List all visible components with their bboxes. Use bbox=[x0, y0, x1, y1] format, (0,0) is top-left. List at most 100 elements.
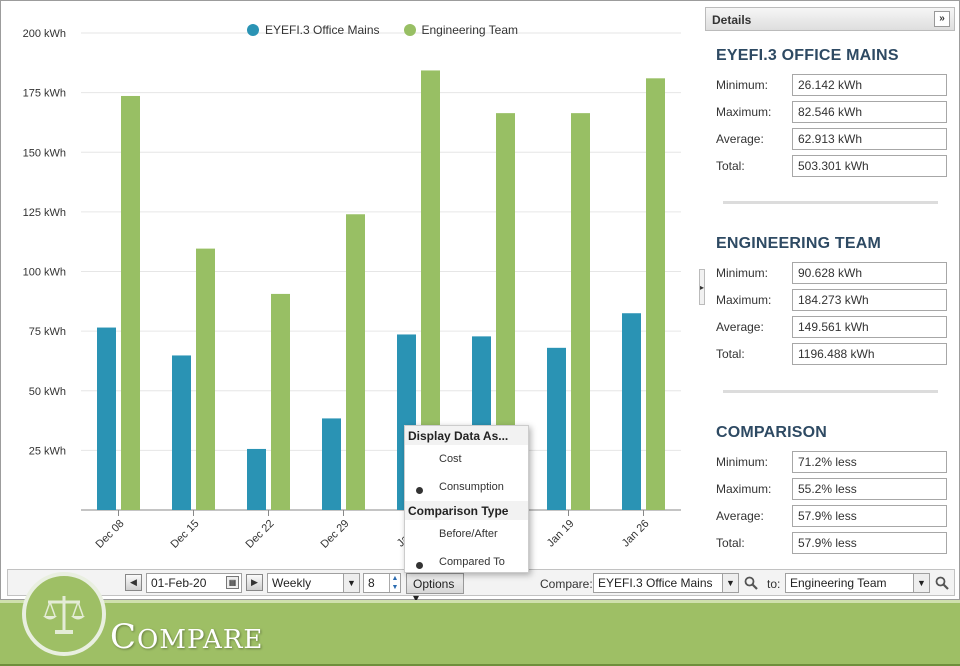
bar-engineering bbox=[646, 78, 665, 510]
menu-item-consumption[interactable]: Consumption bbox=[405, 473, 528, 501]
chevron-down-icon: ▼ bbox=[913, 574, 929, 592]
bar-office-mains bbox=[247, 448, 266, 510]
legend-label: EYEFI.3 Office Mains bbox=[265, 23, 380, 37]
y-tick-label: 50 kWh bbox=[29, 386, 66, 398]
stat-value-field[interactable]: 71.2% less bbox=[792, 450, 947, 473]
banner-title-rest: OMPARE bbox=[137, 625, 264, 655]
caret-right-icon: ▸ bbox=[700, 282, 705, 292]
section-title: EYEFI.3 OFFICE MAINS bbox=[716, 47, 899, 64]
calendar-icon[interactable]: ▦ bbox=[226, 576, 239, 589]
count-value: 8 bbox=[368, 576, 375, 590]
details-header: Details » bbox=[705, 7, 955, 31]
bar-office-mains bbox=[172, 355, 191, 510]
bar-office-mains bbox=[322, 418, 341, 510]
x-tick-label: Jan 26 bbox=[620, 518, 652, 550]
date-field[interactable]: 01-Feb-20 ▦ bbox=[146, 573, 242, 593]
selected-dot-icon bbox=[416, 487, 423, 494]
stat-row-average: Average: 57.9% less bbox=[716, 502, 951, 529]
period-select[interactable]: Weekly ▼ bbox=[267, 573, 360, 593]
bar-engineering bbox=[421, 70, 440, 511]
bar-engineering bbox=[346, 214, 365, 510]
bar-office-mains bbox=[547, 347, 566, 510]
stat-label: Average: bbox=[716, 131, 764, 146]
to-value: Engineering Team bbox=[790, 576, 887, 590]
chevron-down-icon: ▼ bbox=[722, 574, 738, 592]
banner-title: COMPARE bbox=[110, 617, 263, 657]
office-mains-section: EYEFI.3 OFFICE MAINS Minimum: 26.142 kWh … bbox=[716, 47, 951, 179]
y-tick-label: 125 kWh bbox=[23, 207, 66, 219]
bar-chart: 25 kWh 50 kWh 75 kWh 100 kWh 125 kWh 150 kWh 1… bbox=[23, 28, 681, 551]
section-divider bbox=[723, 390, 938, 393]
stat-value-field[interactable]: 1196.488 kWh bbox=[792, 342, 947, 365]
menu-section-header: Comparison Type bbox=[405, 501, 528, 520]
stat-label: Minimum: bbox=[716, 454, 769, 469]
stat-row-total: Total: 503.301 kWh bbox=[716, 152, 951, 179]
stat-value-field[interactable]: 55.2% less bbox=[792, 477, 947, 500]
details-panel: Details » EYEFI.3 OFFICE MAINS Minimum: 2… bbox=[705, 7, 955, 567]
stat-value-field[interactable]: 184.273 kWh bbox=[792, 288, 947, 311]
menu-item-before-after[interactable]: Before/After bbox=[405, 520, 528, 548]
stat-value-field[interactable]: 26.142 kWh bbox=[792, 73, 947, 96]
legend-item-office-mains[interactable]: EYEFI.3 Office Mains bbox=[247, 23, 380, 37]
stat-row-average: Average: 149.561 kWh bbox=[716, 313, 951, 340]
menu-item-compared-to[interactable]: Compared To bbox=[405, 548, 528, 576]
collapse-panel-icon[interactable]: » bbox=[934, 11, 950, 27]
search-icon[interactable] bbox=[935, 576, 949, 590]
main-frame: 25 kWh 50 kWh 75 kWh 100 kWh 125 kWh 150 kWh 1… bbox=[0, 0, 960, 605]
x-tick-label: Dec 29 bbox=[318, 518, 351, 551]
y-tick-label: 100 kWh bbox=[23, 267, 66, 279]
stat-row-minimum: Minimum: 26.142 kWh bbox=[716, 71, 951, 98]
bottom-toolbar: ◀ 01-Feb-20 ▦ ▶ Weekly ▼ 8 ▲ ▼ Options ▾ … bbox=[7, 569, 955, 605]
stat-value-field[interactable]: 57.9% less bbox=[792, 531, 947, 554]
stat-value-field[interactable]: 82.546 kWh bbox=[792, 100, 947, 123]
stat-label: Minimum: bbox=[716, 265, 769, 280]
menu-item-label: Consumption bbox=[439, 481, 504, 493]
y-tick-label: 25 kWh bbox=[29, 445, 66, 457]
previous-period-icon[interactable]: ◀ bbox=[125, 574, 142, 591]
bar-engineering bbox=[496, 113, 515, 511]
stat-value-field[interactable]: 57.9% less bbox=[792, 504, 947, 527]
x-tick-label: Dec 08 bbox=[93, 518, 126, 551]
stat-label: Maximum: bbox=[716, 292, 772, 307]
stat-row-maximum: Maximum: 82.546 kWh bbox=[716, 98, 951, 125]
stat-label: Total: bbox=[716, 346, 745, 361]
legend-item-engineering[interactable]: Engineering Team bbox=[403, 23, 518, 37]
bar-engineering bbox=[196, 248, 215, 510]
stat-value-field[interactable]: 149.561 kWh bbox=[792, 315, 947, 338]
next-period-icon[interactable]: ▶ bbox=[246, 574, 263, 591]
count-stepper[interactable]: 8 ▲ ▼ bbox=[363, 573, 401, 593]
stat-label: Average: bbox=[716, 319, 764, 334]
section-title: COMPARISON bbox=[716, 424, 828, 441]
compare-value: EYEFI.3 Office Mains bbox=[598, 576, 713, 590]
stat-row-total: Total: 1196.488 kWh bbox=[716, 340, 951, 367]
to-select[interactable]: Engineering Team ▼ bbox=[785, 573, 930, 593]
search-icon[interactable] bbox=[744, 576, 758, 590]
stat-value-field[interactable]: 62.913 kWh bbox=[792, 127, 947, 150]
stat-row-maximum: Maximum: 55.2% less bbox=[716, 475, 951, 502]
bar-office-mains bbox=[97, 327, 116, 510]
stat-value-field[interactable]: 503.301 kWh bbox=[792, 154, 947, 177]
legend-dot-icon bbox=[247, 24, 259, 36]
panel-splitter-handle[interactable]: ▸ bbox=[699, 269, 705, 305]
bar-engineering bbox=[571, 113, 590, 511]
section-title: ENGINEERING TEAM bbox=[716, 235, 881, 252]
chevron-down-icon: ▼ bbox=[343, 574, 359, 592]
engineering-section: ENGINEERING TEAM Minimum: 90.628 kWh Maxi… bbox=[716, 235, 951, 367]
options-menu: Display Data As... Cost Consumption Comp… bbox=[404, 425, 529, 573]
chart-area: 25 kWh 50 kWh 75 kWh 100 kWh 125 kWh 150 kWh 1… bbox=[1, 1, 701, 569]
stat-row-minimum: Minimum: 71.2% less bbox=[716, 448, 951, 475]
stat-value-field[interactable]: 90.628 kWh bbox=[792, 261, 947, 284]
options-button[interactable]: Options ▾ bbox=[406, 573, 464, 605]
stepper-arrows-icon[interactable]: ▲ ▼ bbox=[389, 574, 400, 592]
stat-label: Total: bbox=[716, 535, 745, 550]
period-value: Weekly bbox=[272, 576, 312, 590]
compare-select[interactable]: EYEFI.3 Office Mains ▼ bbox=[593, 573, 739, 593]
bar-engineering bbox=[271, 293, 290, 510]
date-value: 01-Feb-20 bbox=[151, 576, 207, 590]
y-tick-label: 150 kWh bbox=[23, 147, 66, 159]
selected-dot-icon bbox=[416, 562, 423, 569]
stat-label: Maximum: bbox=[716, 481, 772, 496]
menu-item-label: Before/After bbox=[439, 528, 498, 540]
menu-item-cost[interactable]: Cost bbox=[405, 445, 528, 473]
x-tick-label: Dec 22 bbox=[243, 518, 276, 551]
